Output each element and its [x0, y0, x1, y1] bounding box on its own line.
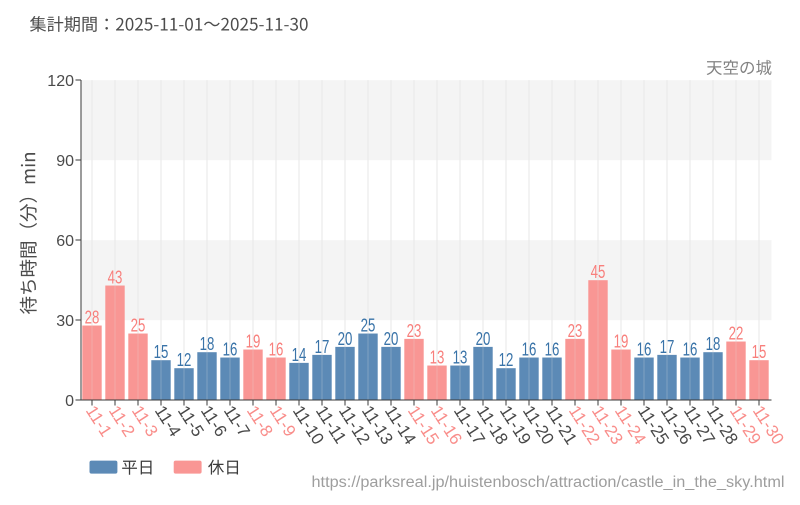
svg-text:18: 18: [200, 334, 215, 354]
svg-text:28: 28: [85, 308, 100, 328]
svg-text:23: 23: [407, 321, 422, 341]
svg-text:12: 12: [499, 350, 514, 370]
svg-text:17: 17: [660, 337, 675, 357]
svg-text:16: 16: [545, 340, 560, 360]
svg-text:25: 25: [131, 316, 146, 336]
svg-text:19: 19: [246, 332, 261, 352]
svg-text:15: 15: [154, 342, 169, 362]
svg-text:16: 16: [637, 340, 652, 360]
svg-text:20: 20: [476, 329, 491, 349]
svg-text:0: 0: [65, 393, 74, 410]
svg-text:120: 120: [47, 73, 74, 90]
svg-text:43: 43: [108, 268, 123, 288]
svg-text:16: 16: [522, 340, 537, 360]
svg-text:https://parksreal.jp/huistenbo: https://parksreal.jp/huistenbosch/attrac…: [312, 474, 785, 491]
svg-text:16: 16: [683, 340, 698, 360]
svg-text:17: 17: [315, 337, 330, 357]
svg-text:16: 16: [223, 340, 238, 360]
svg-text:12: 12: [177, 350, 192, 370]
svg-text:19: 19: [614, 332, 629, 352]
svg-text:20: 20: [384, 329, 399, 349]
svg-text:13: 13: [453, 348, 468, 368]
svg-text:45: 45: [591, 262, 606, 282]
svg-text:20: 20: [338, 329, 353, 349]
svg-text:14: 14: [292, 345, 307, 365]
svg-text:16: 16: [269, 340, 284, 360]
svg-text:25: 25: [361, 316, 376, 336]
svg-text:13: 13: [430, 348, 445, 368]
svg-text:60: 60: [56, 233, 74, 250]
svg-text:18: 18: [706, 334, 721, 354]
svg-text:90: 90: [56, 153, 74, 170]
svg-text:15: 15: [752, 342, 767, 362]
svg-text:23: 23: [568, 321, 583, 341]
svg-text:22: 22: [729, 324, 744, 344]
svg-text:30: 30: [56, 313, 74, 330]
